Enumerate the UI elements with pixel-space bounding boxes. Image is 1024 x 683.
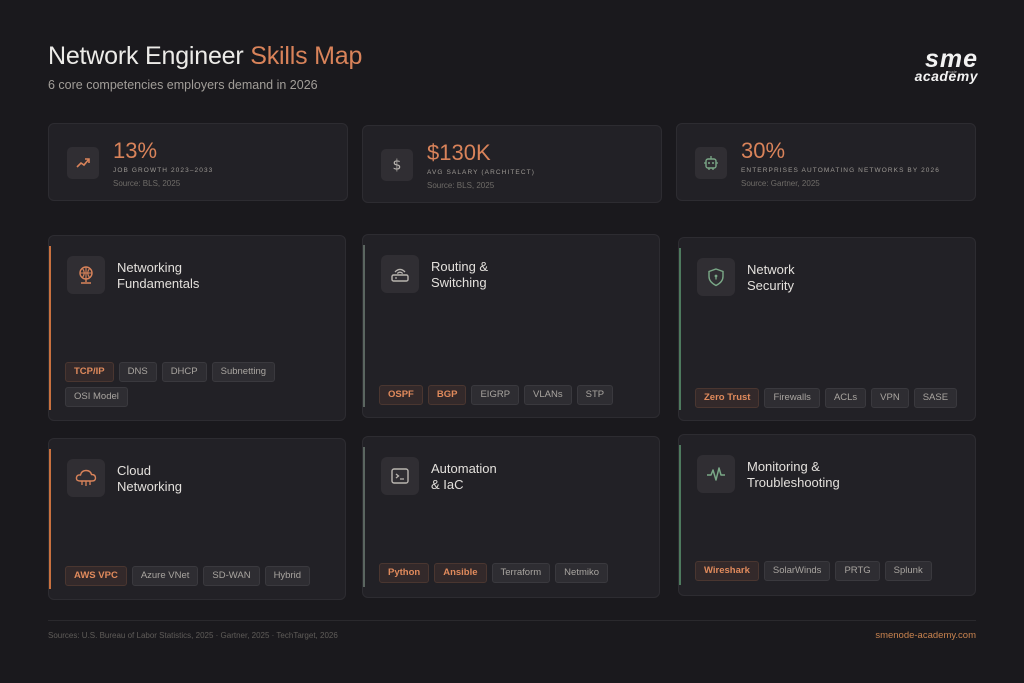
brand-logo: sme academy node xyxy=(886,45,978,84)
tag-list: OSPF BGP EIGRP VLANs STP xyxy=(379,385,647,405)
skill-card-network-security: Network Security Zero Trust Firewalls AC… xyxy=(678,237,976,421)
terminal-icon xyxy=(381,457,419,495)
skill-card-networking-fundamentals: Networking Fundamentals TCP/IP DNS DHCP … xyxy=(48,235,346,421)
tag: Splunk xyxy=(884,561,932,581)
tag: OSI Model xyxy=(65,387,128,407)
tag: PRTG xyxy=(835,561,880,581)
tag: DHCP xyxy=(161,362,207,382)
pulse-icon xyxy=(697,455,735,493)
skill-card-automation-iac: Automation & IaC Python Ansible Terrafor… xyxy=(362,436,660,598)
page-title: Network Engineer Skills Map xyxy=(48,42,362,71)
card-title: Monitoring & Troubleshooting xyxy=(747,459,840,490)
router-icon xyxy=(381,255,419,293)
skill-card-monitoring-troubleshooting: Monitoring & Troubleshooting Wireshark S… xyxy=(678,434,976,596)
card-title: Routing & Switching xyxy=(431,259,489,290)
logo-line-1: sme xyxy=(924,45,978,73)
tag: VLANs xyxy=(524,385,572,405)
stat-value: $130K xyxy=(427,140,491,165)
card-accent-bar xyxy=(679,248,681,410)
dollar-icon: $ xyxy=(381,149,413,181)
stat-value: 13% xyxy=(113,138,158,163)
tag: Ansible xyxy=(434,563,487,583)
svg-text:$: $ xyxy=(393,158,402,174)
shield-icon xyxy=(697,258,735,296)
stat-source: Source: Gartner, 2025 xyxy=(741,179,820,188)
card-title: Networking Fundamentals xyxy=(117,260,200,291)
footer-sources: Sources: U.S. Bureau of Labor Statistics… xyxy=(48,631,338,640)
footer-site-link[interactable]: smenode-academy.com xyxy=(875,630,976,641)
tag: OSPF xyxy=(379,385,423,405)
robot-icon xyxy=(695,147,727,179)
card-accent-bar xyxy=(49,449,51,589)
card-accent-bar xyxy=(49,246,51,410)
tag: SD-WAN xyxy=(203,566,260,586)
tag: EIGRP xyxy=(471,385,520,405)
stat-source: Source: BLS, 2025 xyxy=(113,179,181,188)
tag: Terraform xyxy=(491,563,551,583)
tag-list: Python Ansible Terraform Netmiko xyxy=(379,563,647,583)
tag: Azure VNet xyxy=(131,566,199,586)
tag-list: Zero Trust Firewalls ACLs VPN SASE xyxy=(695,388,963,408)
tag: Python xyxy=(379,563,430,583)
footer-divider xyxy=(48,620,976,621)
title-accent: Skills Map xyxy=(250,42,363,70)
tag: DNS xyxy=(118,362,157,382)
card-accent-bar xyxy=(363,245,365,407)
tag: ACLs xyxy=(824,388,867,408)
stat-label: AVG SALARY (ARCHITECT) xyxy=(427,169,535,176)
tag: Hybrid xyxy=(264,566,311,586)
tag-list: TCP/IP DNS DHCP Subnetting OSI Model xyxy=(65,362,333,407)
stat-card-automation: 30% ENTERPRISES AUTOMATING NETWORKS BY 2… xyxy=(676,123,976,201)
tag: Netmiko xyxy=(555,563,609,583)
card-title: Cloud Networking xyxy=(117,463,183,494)
tag: TCP/IP xyxy=(65,362,114,382)
stat-value: 30% xyxy=(741,138,786,163)
tag-list: AWS VPC Azure VNet SD-WAN Hybrid xyxy=(65,566,333,586)
tag: Wireshark xyxy=(695,561,759,581)
globe-network-icon xyxy=(67,256,105,294)
stat-source: Source: BLS, 2025 xyxy=(427,181,495,190)
stat-card-job-growth: 13% JOB GROWTH 2023–2033 Source: BLS, 20… xyxy=(48,123,348,201)
logo-tiny-text: node xyxy=(948,69,957,74)
tag-list: Wireshark SolarWinds PRTG Splunk xyxy=(695,561,963,581)
skill-card-cloud-networking: Cloud Networking AWS VPC Azure VNet SD-W… xyxy=(48,438,346,600)
tag: BGP xyxy=(427,385,467,405)
trend-up-icon xyxy=(67,147,99,179)
title-main: Network Engineer xyxy=(48,42,251,70)
stat-label: JOB GROWTH 2023–2033 xyxy=(113,167,214,174)
logo-line-2: academy xyxy=(914,68,978,84)
card-title: Network Security xyxy=(747,262,795,293)
tag: Subnetting xyxy=(211,362,276,382)
tag: AWS VPC xyxy=(65,566,127,586)
skill-card-routing-switching: Routing & Switching OSPF BGP EIGRP VLANs… xyxy=(362,234,660,418)
tag: STP xyxy=(576,385,614,405)
card-title: Automation & IaC xyxy=(431,461,497,492)
cloud-icon xyxy=(67,459,105,497)
tag: SASE xyxy=(913,388,958,408)
tag: Zero Trust xyxy=(695,388,760,408)
tag: Firewalls xyxy=(764,388,820,408)
card-accent-bar xyxy=(363,447,365,587)
tag: SolarWinds xyxy=(763,561,831,581)
card-accent-bar xyxy=(679,445,681,585)
stat-label: ENTERPRISES AUTOMATING NETWORKS BY 2026 xyxy=(741,167,940,174)
tag: VPN xyxy=(871,388,909,408)
stat-card-avg-salary: $ $130K AVG SALARY (ARCHITECT) Source: B… xyxy=(362,125,662,203)
page-subtitle: 6 core competencies employers demand in … xyxy=(48,78,318,92)
